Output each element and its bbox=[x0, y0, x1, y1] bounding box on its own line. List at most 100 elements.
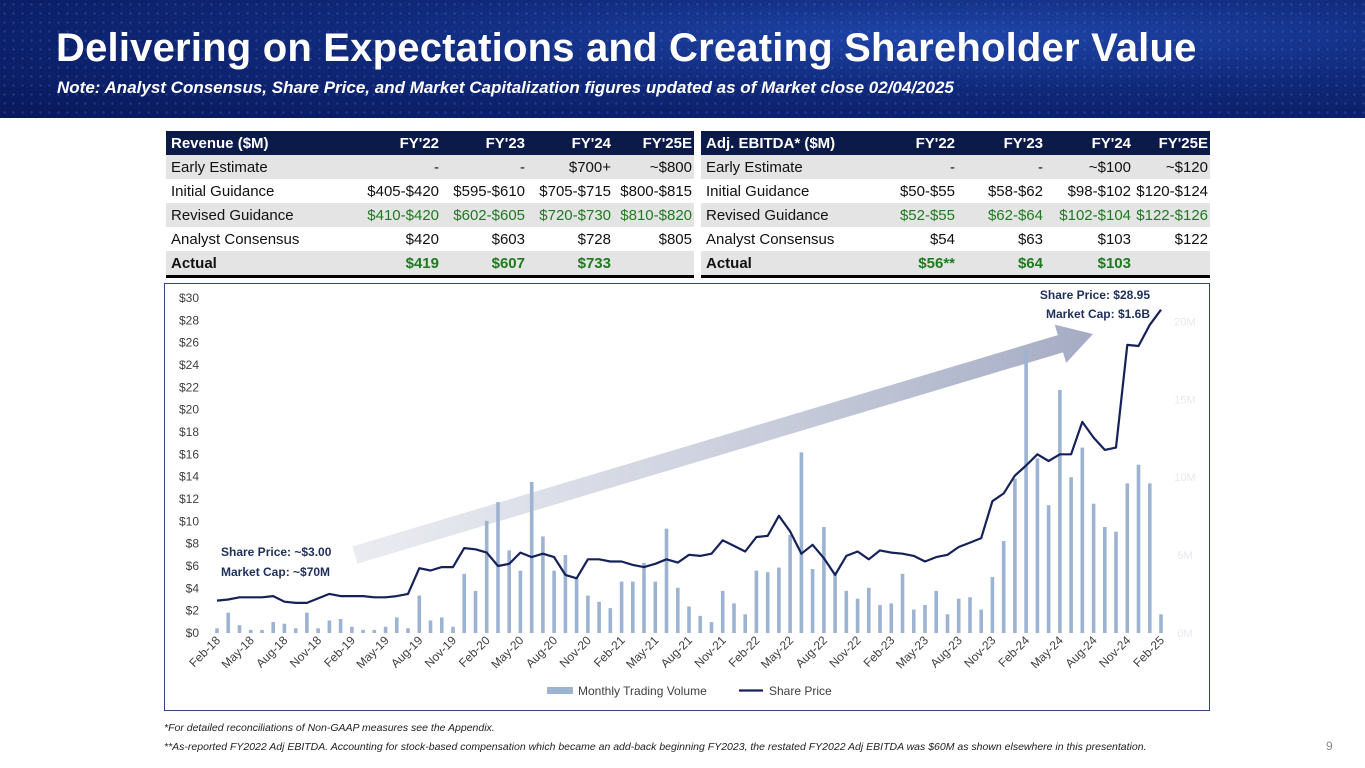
y-tick-label: $14 bbox=[179, 470, 199, 484]
row-value: $607 bbox=[441, 251, 527, 278]
x-tick-label: Feb-21 bbox=[591, 633, 628, 670]
row-value: - bbox=[441, 155, 527, 179]
x-tick-label: Feb-25 bbox=[1130, 633, 1167, 670]
table-header-year: FY'23 bbox=[957, 131, 1045, 155]
y-tick-label: $10 bbox=[179, 514, 199, 528]
row-value: - bbox=[351, 155, 441, 179]
table-row: Analyst Consensus $420 $603 $728 $805 bbox=[166, 227, 694, 251]
volume-bar bbox=[226, 612, 230, 633]
volume-bar bbox=[810, 569, 815, 633]
page-subtitle: Note: Analyst Consensus, Share Price, an… bbox=[57, 78, 954, 97]
volume-bar bbox=[1035, 458, 1040, 633]
volume-bar bbox=[563, 555, 568, 633]
y-tick-label: $20 bbox=[179, 403, 199, 417]
row-value: ~$100 bbox=[1045, 155, 1133, 179]
x-tick-label: Feb-24 bbox=[995, 633, 1032, 670]
share-price-volume-chart: 0M 5M 10M 15M 20M $0 $2 $4 $6 $8 $10 $12 $14 $16 $18 $… bbox=[179, 288, 1196, 698]
volume-bar bbox=[552, 570, 556, 633]
row-value: $52-$55 bbox=[869, 203, 957, 227]
row-value: $728 bbox=[577, 230, 611, 248]
volume-bar bbox=[889, 603, 894, 633]
y-tick-label: $0 bbox=[186, 626, 200, 640]
volume-bar bbox=[282, 623, 287, 633]
row-value: $603 bbox=[491, 230, 525, 248]
volume-bar bbox=[1125, 483, 1130, 633]
row-label: Actual bbox=[701, 251, 869, 278]
volume-bar bbox=[428, 620, 433, 633]
y-tick-label: $4 bbox=[186, 581, 200, 595]
row-value: $102-$104 bbox=[1045, 203, 1133, 227]
volume-bar bbox=[923, 605, 927, 633]
row-value: $405-$420 bbox=[367, 182, 439, 200]
end-market-cap-annotation: Market Cap: $1.6B bbox=[1046, 307, 1150, 321]
x-tick-label: Nov-22 bbox=[826, 633, 863, 670]
annotation-background bbox=[218, 543, 344, 560]
row-value: $98-$102 bbox=[1067, 182, 1131, 200]
row-value: - bbox=[957, 155, 1045, 179]
row-value: $720-$730 bbox=[527, 203, 613, 227]
row-value: $103 bbox=[1045, 251, 1133, 278]
table-header-label: Adj. EBITDA* ($M) bbox=[701, 131, 869, 155]
volume-bar bbox=[900, 573, 905, 633]
volume-bar bbox=[765, 572, 770, 633]
y2-tick-label: 0M bbox=[1177, 628, 1192, 640]
start-price-annotation: Share Price: ~$3.00 bbox=[221, 545, 332, 559]
volume-bar bbox=[1114, 531, 1118, 633]
row-value: $122 bbox=[1174, 230, 1208, 248]
volume-bar bbox=[237, 625, 242, 633]
table-row: Initial Guidance $405-$420 $595-$610 $705-$… bbox=[166, 179, 694, 203]
row-label: Initial Guidance bbox=[171, 182, 275, 200]
volume-bar bbox=[698, 615, 702, 633]
volume-bar bbox=[1058, 389, 1062, 633]
x-tick-label: Aug-19 bbox=[388, 633, 425, 670]
ebitda-table: Adj. EBITDA* ($M) FY'22 FY'23 FY'24 FY'25E Ea… bbox=[701, 131, 1210, 278]
row-value: - bbox=[869, 155, 957, 179]
volume-bar bbox=[473, 590, 478, 633]
volume-bar bbox=[799, 452, 804, 633]
volume-bar bbox=[496, 502, 500, 633]
table-header-year: FY'24 bbox=[1045, 131, 1133, 155]
volume-bar bbox=[1159, 614, 1163, 633]
end-price-annotation: Share Price: $28.95 bbox=[1040, 288, 1150, 302]
row-value: ~$120 bbox=[1133, 155, 1210, 179]
volume-bar bbox=[395, 617, 399, 633]
volume-bar bbox=[440, 617, 444, 633]
volume-bar bbox=[822, 527, 826, 633]
page-title: Delivering on Expectations and Creating … bbox=[56, 26, 1197, 70]
volume-bar bbox=[979, 609, 983, 633]
volume-bar bbox=[574, 578, 579, 633]
y2-tick-label: 20M bbox=[1174, 316, 1195, 328]
row-value: $120-$124 bbox=[1136, 182, 1208, 200]
row-label: Actual bbox=[166, 251, 351, 278]
volume-bar bbox=[1013, 478, 1017, 633]
row-value: $122-$126 bbox=[1133, 203, 1210, 227]
volume-bar bbox=[293, 628, 298, 633]
row-value: $419 bbox=[351, 251, 441, 278]
x-tick-label: Feb-19 bbox=[321, 633, 358, 670]
table-header-year: FY'22 bbox=[351, 131, 441, 155]
y-tick-label: $16 bbox=[179, 447, 199, 461]
y-tick-label: $18 bbox=[179, 425, 199, 439]
volume-bar bbox=[664, 528, 669, 633]
x-tick-label: Nov-20 bbox=[557, 633, 594, 670]
volume-bar bbox=[327, 620, 332, 633]
y-tick-label: $24 bbox=[179, 358, 199, 372]
volume-bar bbox=[361, 629, 365, 633]
row-value: $700+ bbox=[527, 155, 613, 179]
y2-tick-label: 5M bbox=[1177, 550, 1192, 562]
volume-bar bbox=[406, 628, 410, 633]
volume-bar bbox=[788, 534, 792, 633]
volume-bar bbox=[833, 572, 837, 633]
volume-bar bbox=[754, 570, 759, 633]
row-value: ~$800 bbox=[613, 155, 694, 179]
volume-bar bbox=[451, 626, 455, 633]
row-label: Revised Guidance bbox=[701, 203, 869, 227]
volume-bar bbox=[608, 608, 613, 633]
x-tick-label: Nov-19 bbox=[422, 633, 459, 670]
volume-bar bbox=[1024, 351, 1028, 633]
y-tick-label: $26 bbox=[179, 336, 199, 350]
volume-bar bbox=[350, 626, 354, 633]
volume-bar bbox=[597, 601, 601, 633]
row-label: Initial Guidance bbox=[706, 182, 810, 200]
y-tick-label: $12 bbox=[179, 492, 199, 506]
